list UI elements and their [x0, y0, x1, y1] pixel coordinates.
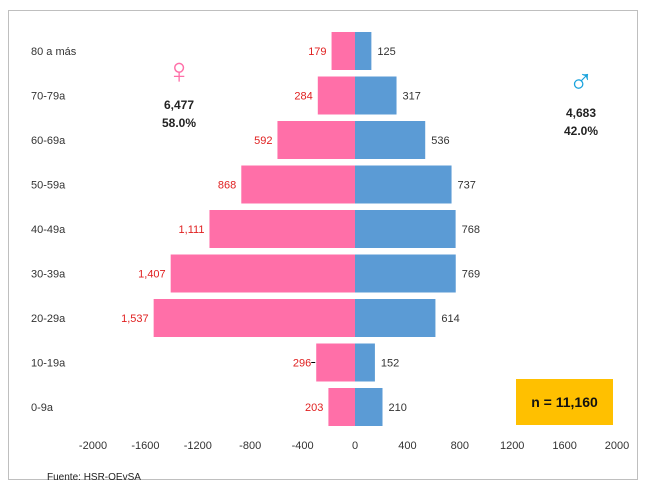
female-value-label: 284: [294, 91, 312, 103]
female-symbol-icon: ♀: [166, 50, 193, 91]
total-count-badge: n = 11,160: [516, 379, 613, 425]
male-bar: [355, 165, 452, 204]
female-value-label: 296: [293, 358, 311, 370]
male-value-label: 125: [377, 46, 395, 58]
x-tick-label: -400: [292, 440, 314, 452]
male-symbol-icon: ♂: [568, 63, 594, 101]
x-tick-label: 1600: [552, 440, 576, 452]
male-percent: 42.0%: [564, 124, 598, 138]
male-bar: [355, 32, 372, 70]
category-label: 0-9a: [31, 402, 54, 414]
x-tick-label: 400: [398, 440, 416, 452]
male-bar: [355, 210, 456, 248]
category-label: 20-29a: [31, 313, 66, 325]
category-label: 40-49a: [31, 224, 66, 236]
category-label: 60-69a: [31, 135, 66, 147]
category-label: 70-79a: [31, 91, 66, 103]
x-tick-label: 2000: [605, 440, 629, 452]
female-bar: [328, 388, 355, 426]
male-bar: [355, 299, 436, 337]
male-value-label: 317: [403, 91, 421, 103]
x-tick-label: 0: [352, 440, 358, 452]
x-tick-label: 800: [451, 440, 469, 452]
female-bar: [209, 210, 355, 248]
male-bar: [355, 343, 375, 382]
category-label: 10-19a: [31, 358, 66, 370]
female-bar: [331, 32, 355, 70]
x-tick-label: -1200: [184, 440, 212, 452]
category-label: 80 a más: [31, 46, 77, 58]
female-bar: [241, 165, 355, 204]
female-percent: 58.0%: [162, 116, 196, 130]
female-value-label: 592: [254, 135, 272, 147]
female-value-label: 203: [305, 402, 323, 414]
male-bar: [355, 121, 426, 159]
female-value-label: 179: [308, 46, 326, 58]
male-value-label: 536: [431, 135, 449, 147]
female-bar: [277, 121, 355, 159]
female-value-label: 1,111: [179, 224, 205, 236]
category-label: 30-39a: [31, 269, 66, 281]
male-value-label: 614: [441, 313, 459, 325]
female-bar: [316, 343, 355, 382]
female-value-label: 1,537: [121, 313, 149, 325]
male-value-label: 152: [381, 358, 399, 370]
male-count: 4,683: [566, 106, 596, 120]
female-bar: [317, 76, 355, 115]
female-bar: [170, 254, 355, 293]
x-tick-label: -800: [239, 440, 261, 452]
x-tick-label: -1600: [131, 440, 159, 452]
male-bar: [355, 76, 397, 115]
male-value-label: 737: [458, 180, 476, 192]
category-label: 50-59a: [31, 180, 66, 192]
population-pyramid-chart: 80 a más 70-79a 60-69a 50-59a 40-49a 30-39a 20…: [31, 32, 629, 481]
female-count: 6,477: [164, 98, 194, 112]
male-value-label: 769: [462, 269, 480, 281]
female-value-label: 1,407: [138, 269, 166, 281]
chart-frame: 80 a más 70-79a 60-69a 50-59a 40-49a 30-39a 20…: [8, 10, 638, 481]
x-tick-label: 1200: [500, 440, 524, 452]
x-tick-label: -2000: [79, 440, 107, 452]
male-value-label: 210: [389, 402, 407, 414]
female-bar: [153, 299, 355, 337]
source-note: Fuente: HSR-OEvSA: [47, 472, 141, 481]
female-value-label: 868: [218, 180, 236, 192]
male-value-label: 768: [462, 224, 480, 236]
male-bar: [355, 388, 383, 426]
male-bar: [355, 254, 456, 293]
